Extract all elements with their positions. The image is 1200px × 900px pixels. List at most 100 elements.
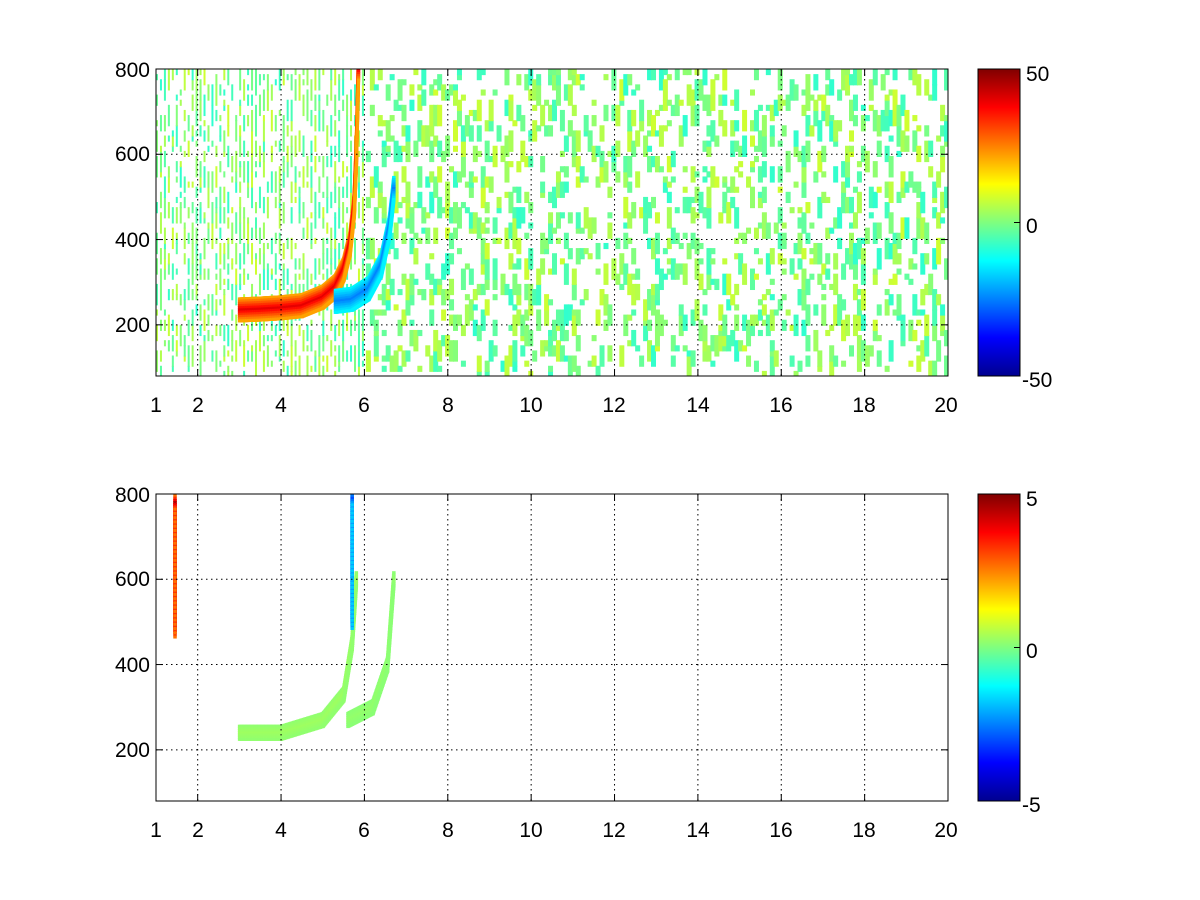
top-noise-cell xyxy=(575,130,581,152)
top-noise-cell xyxy=(750,161,755,168)
top-noise-cell xyxy=(278,335,281,357)
top-noise-cell xyxy=(571,283,577,301)
top-noise-cell xyxy=(472,227,478,234)
top-noise-cell xyxy=(385,84,391,101)
top-noise-cell xyxy=(488,176,494,193)
top-noise-cell xyxy=(215,196,218,209)
top-noise-cell xyxy=(825,84,831,96)
top-noise-cell xyxy=(571,355,577,372)
top-noise-cell xyxy=(690,166,696,183)
top-noise-cell xyxy=(377,115,383,127)
top-noise-cell xyxy=(654,155,660,173)
top-noise-cell xyxy=(211,335,214,342)
top-noise-cell xyxy=(781,125,787,137)
top-noise-cell xyxy=(156,202,158,214)
top-noise-cell xyxy=(793,145,799,157)
top-noise-cell xyxy=(163,135,166,147)
top-noise-cell xyxy=(852,212,858,229)
top-noise-cell xyxy=(813,171,819,183)
top-noise-cell xyxy=(290,181,293,204)
top-noise-cell xyxy=(421,289,427,301)
top-noise-cell xyxy=(504,69,510,86)
top-noise-cell xyxy=(864,227,870,244)
top-noise-cell xyxy=(504,227,510,250)
top-noise-cell xyxy=(710,94,716,111)
top-noise-cell xyxy=(769,104,775,122)
top-feature-cell xyxy=(352,213,357,217)
top-noise-cell xyxy=(666,99,672,106)
top-noise-cell xyxy=(223,278,226,285)
top-noise-cell xyxy=(338,79,341,101)
top-noise-cell xyxy=(211,294,214,316)
top-noise-cell xyxy=(449,314,455,326)
top-noise-cell xyxy=(488,99,494,122)
top-noise-cell xyxy=(199,69,202,76)
top-noise-cell xyxy=(429,171,435,183)
top-noise-cell xyxy=(286,125,289,137)
top-noise-cell xyxy=(318,202,321,219)
top-noise-cell xyxy=(718,109,724,127)
top-noise-cell xyxy=(571,314,577,337)
top-noise-cell xyxy=(326,237,329,244)
top-noise-cell xyxy=(318,155,321,163)
top-noise-cell xyxy=(326,94,329,106)
top-noise-cell xyxy=(817,350,823,367)
top-noise-cell xyxy=(781,99,787,106)
top-noise-cell xyxy=(643,212,649,234)
top-noise-cell xyxy=(262,120,265,142)
top-noise-cell xyxy=(207,145,210,152)
top-noise-cell xyxy=(654,329,660,347)
top-noise-cell xyxy=(607,222,613,239)
top-noise-cell xyxy=(239,161,242,168)
top-noise-cell xyxy=(445,181,451,204)
top-noise-cell xyxy=(508,99,514,122)
top-noise-cell xyxy=(548,222,554,244)
top-noise-cell xyxy=(769,166,775,183)
top-noise-cell xyxy=(563,304,569,326)
top-noise-cell xyxy=(841,191,847,198)
top-noise-cell xyxy=(508,191,514,214)
top-noise-cell xyxy=(223,253,226,270)
top-noise-cell xyxy=(255,161,257,168)
top-noise-cell xyxy=(231,258,234,265)
top-noise-cell xyxy=(302,268,305,280)
top-noise-cell xyxy=(381,309,387,316)
top-noise-cell xyxy=(860,115,866,132)
top-noise-cell xyxy=(821,94,827,111)
top-noise-cell xyxy=(666,237,672,250)
top-noise-cell xyxy=(928,360,934,376)
top-noise-cell xyxy=(888,278,894,285)
top-noise-cell xyxy=(266,89,269,111)
top-noise-cell xyxy=(369,104,375,117)
top-noise-cell xyxy=(346,222,349,244)
top-noise-cell xyxy=(813,74,819,91)
top-noise-cell xyxy=(227,125,230,137)
top-noise-cell xyxy=(841,360,847,367)
top-noise-cell xyxy=(714,74,720,81)
top-noise-cell xyxy=(282,155,285,163)
top-noise-cell xyxy=(350,125,353,137)
top-noise-cell xyxy=(908,319,914,342)
top-noise-cell xyxy=(456,99,462,111)
top-noise-cell xyxy=(421,125,427,147)
top-noise-cell xyxy=(753,69,759,81)
top-noise-cell xyxy=(365,350,371,372)
top-noise-cell xyxy=(805,115,811,137)
top-noise-cell xyxy=(262,319,265,331)
top-noise-cell xyxy=(932,207,938,219)
top-noise-cell xyxy=(365,263,371,280)
top-noise-cell xyxy=(195,253,198,270)
top-noise-cell xyxy=(326,155,329,168)
top-noise-cell xyxy=(203,181,206,188)
top-noise-cell xyxy=(559,109,565,132)
top-noise-cell xyxy=(805,304,811,326)
top-noise-cell xyxy=(761,135,767,157)
top-noise-cell xyxy=(195,69,198,91)
top-noise-cell xyxy=(290,145,293,168)
top-noise-cell xyxy=(409,237,415,255)
top-noise-cell xyxy=(159,150,162,173)
top-noise-cell xyxy=(849,253,854,270)
top-noise-cell xyxy=(500,360,506,372)
top-noise-cell xyxy=(698,191,704,214)
top-noise-cell xyxy=(453,314,458,331)
